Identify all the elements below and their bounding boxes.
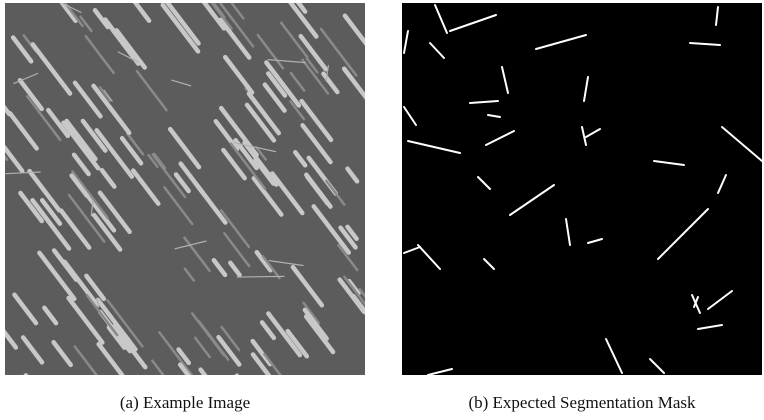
figure: (a) Example Image (b) Expected Segmentat… (0, 0, 764, 420)
example-image (5, 3, 365, 375)
subfigure-caption: (a) Example Image (5, 393, 365, 413)
segmentation-mask (402, 3, 762, 375)
page: (a) Example Image (b) Expected Segmentat… (0, 0, 764, 420)
subfigure-caption: (b) Expected Segmentation Mask (402, 393, 762, 413)
mask-background (402, 3, 762, 375)
faint-streak (237, 276, 284, 277)
